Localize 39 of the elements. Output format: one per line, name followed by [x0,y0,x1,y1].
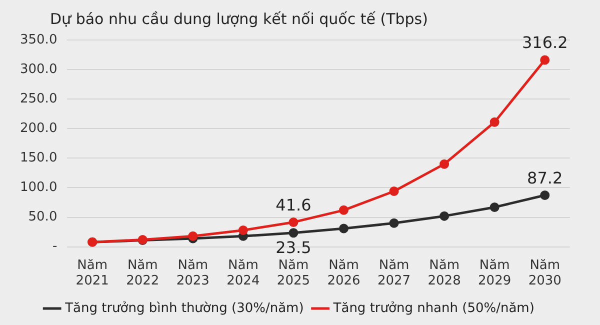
y-tick-label: 100.0 [20,180,58,196]
x-tick-label: Năm 2026 [327,258,360,289]
point [389,186,399,196]
chart-title: Dự báo nhu cầu dung lượng kết nối quốc tế (Tbps) [50,10,428,28]
x-tick-label: Năm 2022 [126,258,160,289]
point [339,205,348,215]
x-tick-label: Năm 2028 [428,258,461,289]
data-label: 41.6 [276,195,312,214]
point [288,217,298,227]
point [339,224,348,234]
y-tick-label: 200.0 [20,121,58,136]
x-tick-label: Năm 2027 [377,258,411,289]
y-tick-label: 50.0 [28,210,58,225]
data-label: 316.2 [522,33,568,52]
x-tick-label: Năm 2025 [276,258,310,289]
legend-label: Tăng trưởng bình thường (30%/năm) [64,300,304,316]
x-tick-label: Năm 2024 [226,258,260,289]
point [540,190,550,200]
x-tick-label: Năm 2030 [528,258,562,289]
point [238,226,248,236]
x-tick-label: Năm 2029 [478,258,512,289]
y-tick-label: 350.0 [20,32,58,48]
legend-label: Tăng trưởng nhanh (50%/năm) [332,300,534,316]
point [440,211,450,221]
data-label: 23.5 [276,238,312,258]
point [490,202,500,212]
y-tick-label: 250.0 [20,91,58,106]
x-tick-label: Năm 2021 [76,258,109,289]
point [490,117,500,127]
x-tick-label: Năm 2023 [176,258,210,289]
point [440,159,450,169]
point [188,231,198,241]
point [540,55,550,65]
point [389,218,399,228]
point [288,228,298,238]
y-tick-label: 150.0 [20,150,58,166]
y-tick-label: - [52,239,58,254]
data-label: 87.2 [527,168,563,188]
y-tick-label: 300.0 [20,62,58,77]
